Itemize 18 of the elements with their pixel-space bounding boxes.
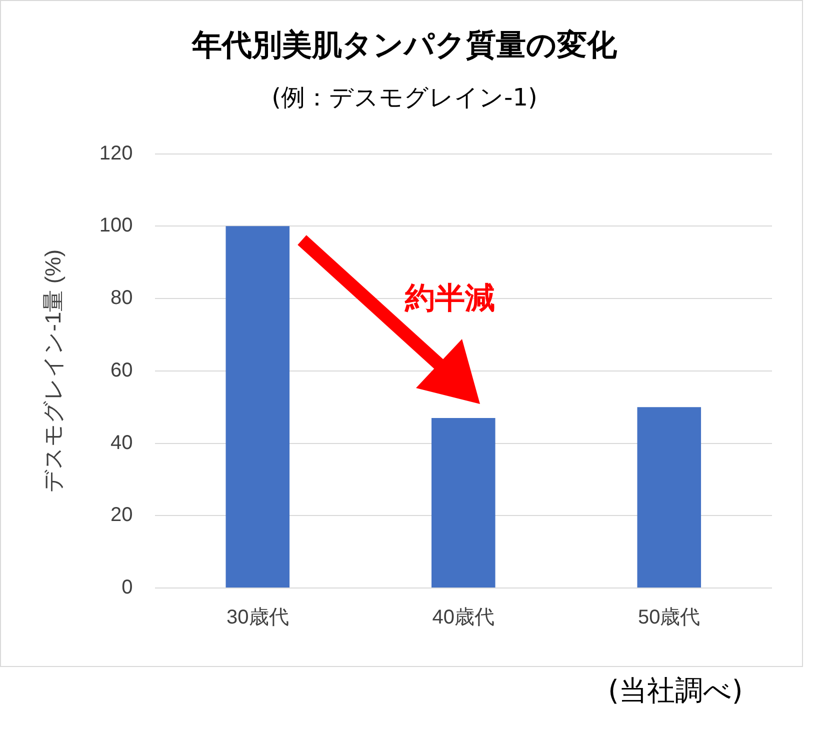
- x-tick-label: 40歳代: [432, 606, 495, 629]
- y-tick-label: 120: [99, 142, 133, 164]
- x-tick-label: 50歳代: [638, 606, 700, 629]
- y-tick-label: 100: [99, 214, 133, 237]
- x-tick-label: 30歳代: [226, 606, 289, 629]
- chart-subtitle: (例：デスモグレイン-1): [272, 84, 538, 112]
- bar: [226, 226, 290, 588]
- bar: [637, 407, 702, 588]
- y-tick-label: 40: [110, 432, 133, 454]
- y-axis-title: デスモグレイン-1量 (%): [40, 249, 66, 492]
- chart-title: 年代別美肌タンパク質量の変化: [191, 28, 618, 63]
- annotation: 約半減: [405, 280, 495, 318]
- bar: [431, 418, 496, 588]
- text: (当社調べ): [608, 673, 743, 709]
- y-tick-label: 80: [110, 287, 133, 310]
- y-tick-label: 20: [110, 504, 133, 526]
- y-tick-label: 0: [122, 576, 133, 599]
- y-tick-label: 60: [110, 359, 133, 382]
